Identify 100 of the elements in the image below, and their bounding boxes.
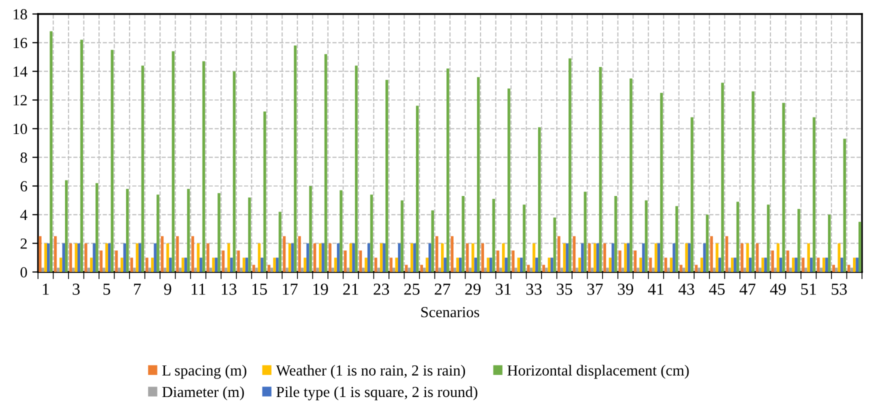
bar xyxy=(657,243,660,272)
x-tick-label: 7 xyxy=(134,284,141,295)
bar xyxy=(840,258,844,272)
bar xyxy=(436,236,438,272)
bar xyxy=(123,243,126,272)
x-tick-label: 15 xyxy=(252,284,267,295)
bar xyxy=(756,243,759,272)
x-tick-label: 41 xyxy=(648,284,664,295)
bar xyxy=(298,236,301,272)
bar xyxy=(774,268,777,272)
bar xyxy=(202,61,206,272)
legend-label: L spacing (m) xyxy=(162,364,246,379)
bar xyxy=(578,258,582,272)
x-tick-label: 17 xyxy=(282,284,298,295)
bar xyxy=(496,250,500,272)
bar xyxy=(422,268,426,272)
bar xyxy=(804,268,808,272)
bar xyxy=(331,268,334,272)
bar xyxy=(771,250,774,272)
y-tick-label: 0 xyxy=(20,267,27,278)
bar xyxy=(126,188,129,272)
bar xyxy=(172,51,175,272)
bar xyxy=(38,236,42,272)
bar xyxy=(426,258,428,272)
bar xyxy=(359,250,362,272)
bar xyxy=(810,258,813,272)
bar xyxy=(710,236,713,272)
bar xyxy=(776,243,780,272)
bar xyxy=(734,258,736,272)
bar xyxy=(520,258,523,272)
x-tick-label: 21 xyxy=(343,284,358,295)
bar xyxy=(62,243,66,272)
bar xyxy=(797,208,800,272)
bar xyxy=(408,268,410,272)
bar xyxy=(377,268,380,272)
bar xyxy=(639,258,642,272)
x-tick-label: 53 xyxy=(832,284,847,295)
bar xyxy=(820,268,822,272)
bar xyxy=(141,66,144,272)
bar xyxy=(703,243,706,272)
bar xyxy=(812,117,816,272)
bar xyxy=(468,268,472,272)
y-tick-label: 16 xyxy=(14,38,28,48)
bar xyxy=(856,258,858,272)
bar xyxy=(69,243,72,272)
bar xyxy=(146,258,148,272)
bar xyxy=(752,91,754,272)
bar xyxy=(472,243,474,272)
bar xyxy=(313,243,316,272)
bar xyxy=(584,192,587,272)
bar xyxy=(304,258,306,272)
x-tick-label: 37 xyxy=(587,284,603,295)
bar xyxy=(822,258,826,272)
bar xyxy=(154,243,157,272)
bar xyxy=(725,236,728,272)
bar xyxy=(385,80,388,272)
bar xyxy=(224,268,228,272)
bar xyxy=(367,243,370,272)
bar xyxy=(382,243,386,272)
bar xyxy=(599,67,602,272)
bar xyxy=(212,258,215,272)
bar xyxy=(802,258,804,272)
bar xyxy=(400,200,404,272)
bar xyxy=(560,268,564,272)
bar xyxy=(603,243,606,272)
x-tick-label: 25 xyxy=(404,284,420,295)
bar xyxy=(346,268,350,272)
bar xyxy=(630,78,632,272)
bar xyxy=(214,258,218,272)
x-tick-label: 3 xyxy=(72,284,80,295)
bar xyxy=(825,258,828,272)
x-tick-label: 45 xyxy=(709,284,725,295)
bar xyxy=(362,268,365,272)
bar xyxy=(242,258,246,272)
bar xyxy=(334,258,337,272)
bar xyxy=(508,88,510,272)
x-tick-label: 19 xyxy=(313,284,328,295)
bar xyxy=(227,243,230,272)
bar xyxy=(309,186,312,272)
x-tick-label: 1 xyxy=(42,284,49,295)
bar xyxy=(291,243,294,272)
bar xyxy=(477,77,480,272)
bar xyxy=(807,243,810,272)
bar xyxy=(232,71,236,272)
bar xyxy=(532,243,536,272)
bar xyxy=(54,236,57,272)
bar xyxy=(858,222,862,272)
legend-label: Weather (1 is no rain, 2 is rain) xyxy=(276,364,466,379)
bar xyxy=(410,243,414,272)
y-tick-label: 4 xyxy=(20,210,28,220)
bar xyxy=(328,243,332,272)
bar xyxy=(270,268,274,272)
y-tick-label: 12 xyxy=(14,95,27,106)
bar xyxy=(72,268,75,272)
bar xyxy=(65,180,68,272)
x-tick-label: 5 xyxy=(103,284,110,295)
bar xyxy=(169,258,172,272)
bar xyxy=(535,258,538,272)
bar xyxy=(748,258,752,272)
bar xyxy=(718,258,722,272)
